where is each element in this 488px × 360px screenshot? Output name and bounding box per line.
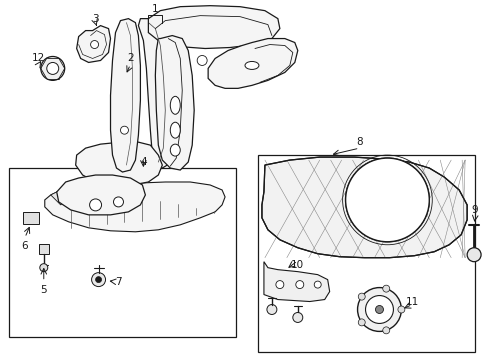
Text: 9: 9 [471, 205, 477, 215]
Circle shape [365, 296, 393, 323]
Text: 5: 5 [41, 284, 47, 294]
Ellipse shape [170, 144, 180, 156]
Text: 7: 7 [115, 276, 122, 287]
Circle shape [275, 280, 283, 289]
Text: 1: 1 [152, 4, 158, 14]
Text: 2: 2 [127, 54, 134, 63]
Circle shape [120, 126, 128, 134]
Circle shape [47, 62, 59, 75]
Polygon shape [77, 26, 110, 62]
Circle shape [345, 158, 428, 242]
Polygon shape [264, 262, 329, 302]
Text: 11: 11 [405, 297, 418, 306]
Polygon shape [23, 212, 39, 224]
Ellipse shape [244, 62, 259, 69]
Circle shape [382, 285, 389, 292]
Bar [258, 155, 474, 352]
Circle shape [466, 248, 480, 262]
Circle shape [41, 57, 64, 80]
Circle shape [358, 319, 365, 326]
Circle shape [295, 280, 303, 289]
Text: 10: 10 [291, 260, 304, 270]
Polygon shape [208, 39, 297, 88]
Polygon shape [110, 19, 140, 172]
Circle shape [113, 197, 123, 207]
Circle shape [358, 293, 365, 300]
Circle shape [89, 199, 102, 211]
Ellipse shape [170, 96, 180, 114]
Circle shape [91, 273, 105, 287]
Circle shape [90, 41, 99, 49]
Polygon shape [39, 244, 49, 254]
Circle shape [197, 55, 207, 66]
Polygon shape [45, 182, 224, 232]
Text: 3: 3 [92, 14, 99, 24]
Circle shape [345, 158, 428, 242]
Polygon shape [155, 36, 194, 170]
Polygon shape [138, 19, 170, 168]
Polygon shape [51, 190, 71, 205]
Circle shape [95, 276, 102, 283]
Bar [9, 168, 236, 337]
Polygon shape [76, 142, 162, 185]
Text: 4: 4 [140, 157, 146, 167]
Text: 8: 8 [356, 137, 362, 147]
Circle shape [382, 327, 389, 334]
Circle shape [375, 306, 383, 314]
Polygon shape [262, 157, 466, 258]
Ellipse shape [170, 122, 180, 138]
Polygon shape [148, 6, 279, 49]
Circle shape [397, 306, 404, 313]
Circle shape [292, 312, 302, 323]
Text: 12: 12 [32, 54, 45, 63]
Circle shape [314, 281, 321, 288]
Polygon shape [57, 175, 145, 215]
Text: 6: 6 [21, 241, 28, 251]
Circle shape [266, 305, 276, 315]
Circle shape [357, 288, 401, 332]
Circle shape [40, 264, 48, 272]
